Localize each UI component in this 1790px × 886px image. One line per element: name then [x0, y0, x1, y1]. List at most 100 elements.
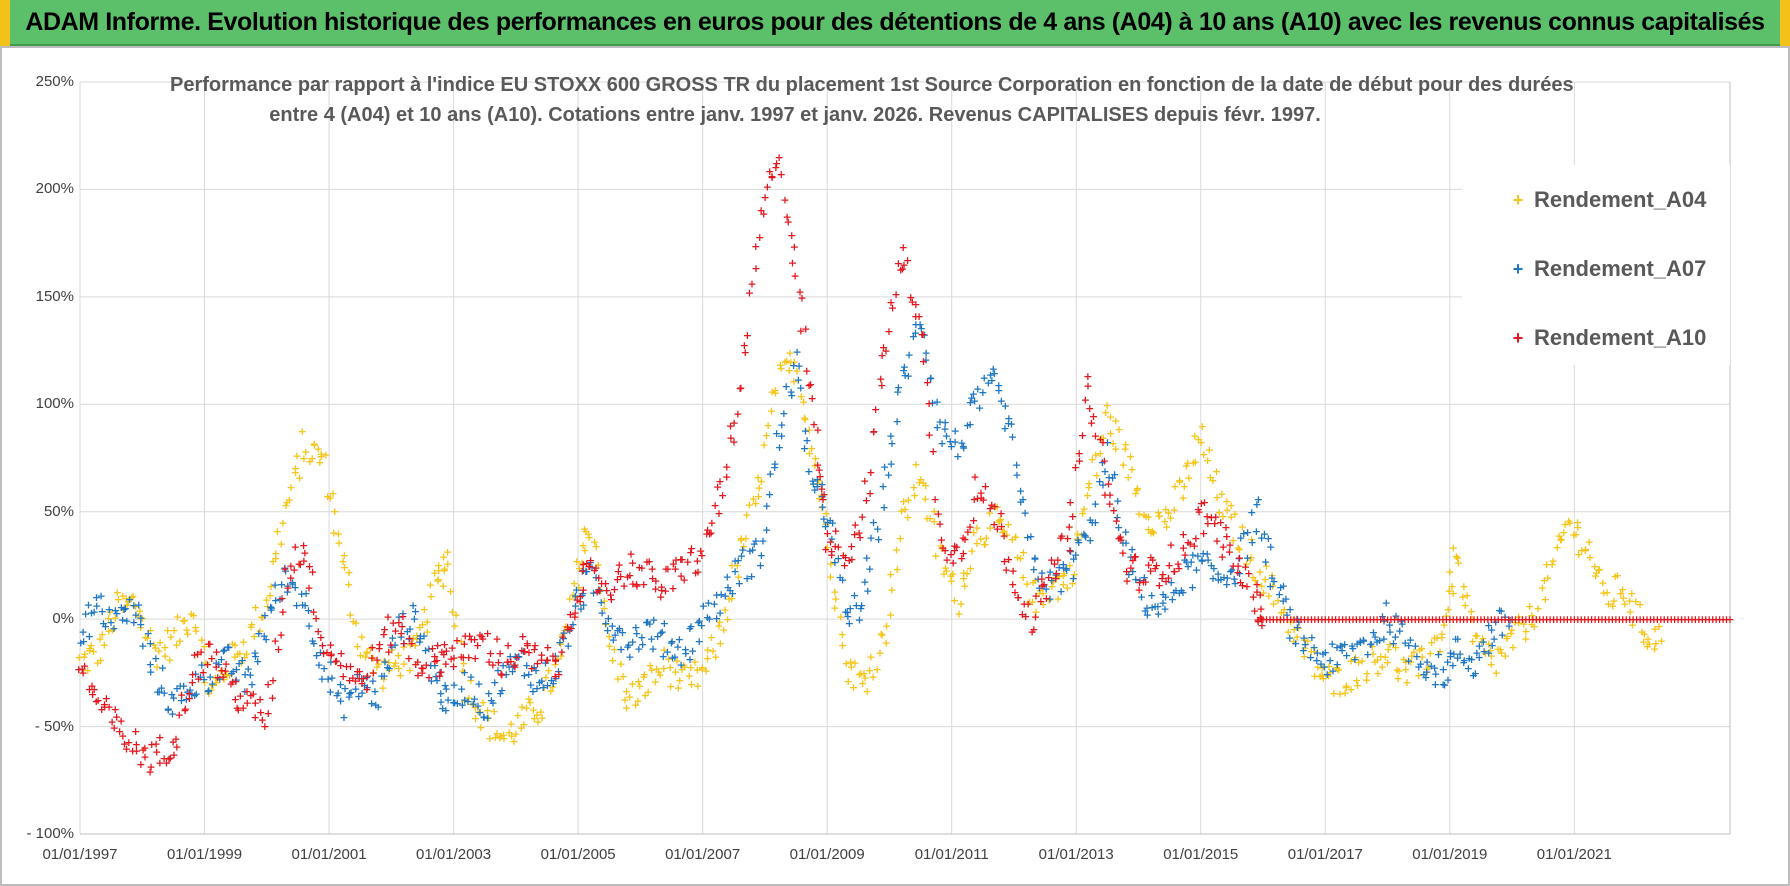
data-point: + — [1375, 634, 1384, 647]
data-point: + — [362, 645, 371, 658]
data-point: + — [180, 614, 189, 627]
data-point: + — [926, 512, 935, 525]
data-point: + — [970, 395, 979, 408]
data-point: + — [1427, 659, 1436, 672]
data-point: + — [699, 599, 708, 612]
data-point: + — [1677, 613, 1686, 626]
data-point: + — [1089, 410, 1098, 423]
data-point: + — [1404, 613, 1413, 626]
data-point: + — [537, 653, 546, 666]
data-point: + — [923, 376, 932, 389]
data-point: + — [1087, 417, 1096, 430]
data-point: + — [273, 525, 282, 538]
data-point: + — [1409, 645, 1418, 658]
data-point: + — [877, 627, 886, 640]
data-point: + — [99, 617, 108, 630]
data-point: + — [866, 466, 875, 479]
data-point: + — [131, 725, 140, 738]
data-point: + — [993, 522, 1002, 535]
data-point: + — [228, 675, 237, 688]
data-point: + — [782, 354, 791, 367]
data-point: + — [1098, 456, 1107, 469]
data-point: + — [1186, 537, 1195, 550]
data-point: + — [367, 651, 376, 664]
data-point: + — [1142, 602, 1151, 615]
data-point: + — [670, 650, 679, 663]
data-point: + — [827, 532, 836, 545]
data-point: + — [615, 559, 624, 572]
data-point: + — [478, 632, 487, 645]
data-point: + — [1472, 646, 1481, 659]
banner: ADAM Informe. Evolution historique des p… — [0, 0, 1790, 46]
data-point: + — [777, 418, 786, 431]
data-point: + — [1502, 632, 1511, 645]
data-point: + — [801, 322, 810, 335]
data-point: + — [950, 544, 959, 557]
data-point: + — [117, 714, 126, 727]
data-point: + — [75, 651, 84, 664]
data-point: + — [351, 682, 360, 695]
x-tick-label: 01/01/2009 — [789, 846, 865, 863]
data-point: + — [286, 572, 295, 585]
data-point: + — [661, 584, 670, 597]
data-point: + — [539, 681, 548, 694]
data-point: + — [1333, 663, 1342, 676]
data-point: + — [860, 576, 869, 589]
data-point: + — [1348, 642, 1357, 655]
data-point: + — [959, 547, 968, 560]
data-point: + — [786, 356, 795, 369]
data-point: + — [862, 494, 871, 507]
data-point: + — [301, 445, 310, 458]
data-point: + — [1306, 651, 1315, 664]
data-point: + — [986, 368, 995, 381]
data-point: + — [973, 383, 982, 396]
data-point: + — [756, 559, 765, 572]
data-point: + — [328, 487, 337, 500]
data-point: + — [1078, 429, 1087, 442]
data-point: + — [488, 658, 497, 671]
data-point: + — [1319, 672, 1328, 685]
data-point: + — [406, 639, 415, 652]
data-point: + — [1489, 633, 1498, 646]
data-point: + — [1552, 613, 1561, 626]
data-point: + — [795, 360, 804, 373]
data-point: + — [187, 688, 196, 701]
data-point: + — [1155, 579, 1164, 592]
data-point: + — [215, 672, 224, 685]
data-point: + — [1023, 598, 1032, 611]
data-point: + — [230, 639, 239, 652]
data-point: + — [1019, 546, 1028, 559]
data-point: + — [1175, 475, 1184, 488]
data-point: + — [796, 382, 805, 395]
data-point: + — [1459, 656, 1468, 669]
data-point: + — [1479, 635, 1488, 648]
data-point: + — [887, 458, 896, 471]
data-point: + — [710, 499, 719, 512]
data-point: + — [426, 659, 435, 672]
data-point: + — [1007, 418, 1016, 431]
data-point: + — [608, 654, 617, 667]
data-point: + — [1227, 510, 1236, 523]
data-point: + — [275, 593, 284, 606]
data-point: + — [1038, 579, 1047, 592]
data-point: + — [1451, 633, 1460, 646]
data-point: + — [1514, 613, 1523, 626]
data-point: + — [1044, 593, 1053, 606]
data-point: + — [222, 668, 231, 681]
data-point: + — [1362, 667, 1371, 680]
data-point: + — [1472, 630, 1481, 643]
data-point: + — [387, 640, 396, 653]
data-point: + — [805, 447, 814, 460]
data-point: + — [887, 437, 896, 450]
data-point: + — [558, 631, 567, 644]
data-point: + — [264, 678, 273, 691]
data-point: + — [271, 634, 280, 647]
data-point: + — [1183, 457, 1192, 470]
data-point: + — [1081, 393, 1090, 406]
data-point: + — [334, 686, 343, 699]
data-point: + — [269, 555, 278, 568]
data-point: + — [1570, 613, 1579, 626]
data-point: + — [1549, 613, 1558, 626]
data-point: + — [1239, 527, 1248, 540]
data-point: + — [1055, 561, 1064, 574]
